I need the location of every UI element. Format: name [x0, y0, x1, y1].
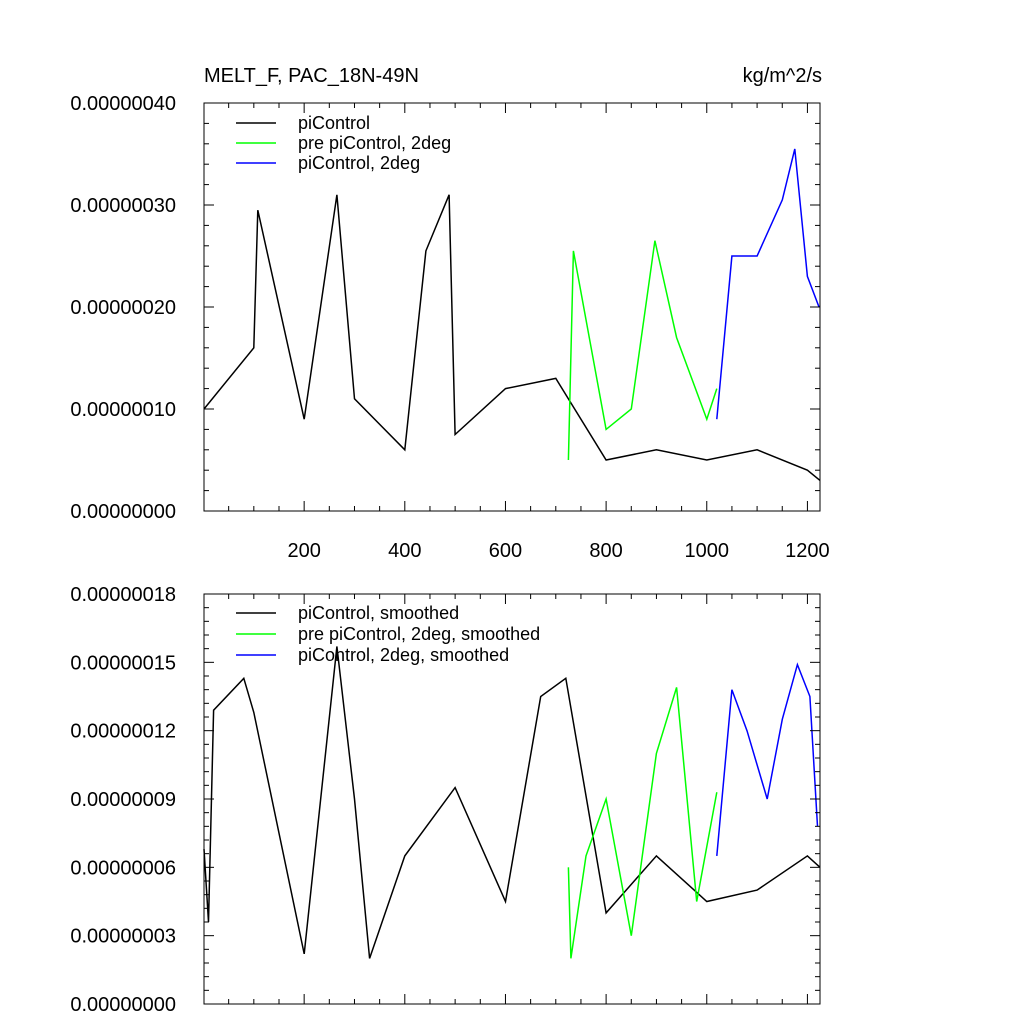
top-ticks-group: [204, 102, 820, 512]
bottom-legend-label: pre piControl, 2deg, smoothed: [298, 624, 540, 644]
top-plot-frame: [203, 102, 821, 512]
top-y-tick-label: 0.00000010: [70, 399, 176, 421]
top-panel: MELT_F, PAC_18N-49N kg/m^2/s 0.000000000…: [70, 65, 829, 562]
top-y-tick-label: 0.00000020: [70, 297, 176, 319]
top-series-line-1: [567, 240, 718, 461]
top-x-tick-label: 1200: [785, 540, 830, 562]
top-panel-units: kg/m^2/s: [743, 65, 822, 87]
top-series-line-0: [203, 194, 821, 481]
bottom-ticks-group: [204, 593, 820, 1005]
top-legend-label: piControl, 2deg: [298, 153, 420, 173]
top-series-group: [203, 148, 821, 481]
top-x-tick-label: 600: [489, 540, 522, 562]
bottom-y-tick-label: 0.00000018: [70, 584, 176, 606]
bottom-series-line-2: [716, 662, 819, 856]
bottom-series-group: [203, 646, 821, 959]
bottom-y-tick-label: 0.00000012: [70, 721, 176, 743]
bottom-legend-label: piControl, 2deg, smoothed: [298, 645, 509, 665]
top-y-tick-labels: 0.00000000 0.00000010 0.00000020 0.00000030…: [70, 93, 176, 523]
bottom-y-tick-label: 0.00000003: [70, 926, 176, 948]
top-legend-label: piControl: [298, 113, 370, 133]
top-y-tick-label: 0.00000040: [70, 93, 176, 115]
bottom-series-line-0: [203, 646, 821, 959]
top-x-tick-label: 800: [589, 540, 622, 562]
top-y-tick-label: 0.00000030: [70, 195, 176, 217]
top-x-tick-label: 200: [287, 540, 320, 562]
top-panel-title: MELT_F, PAC_18N-49N: [204, 65, 419, 87]
bottom-y-tick-label: 0.00000015: [70, 652, 176, 674]
bottom-y-tick-label: 0.00000009: [70, 789, 176, 811]
bottom-panel: 0.00000000 0.00000003 0.00000006 0.00000009…: [70, 584, 821, 1016]
bottom-legend-label: piControl, smoothed: [298, 603, 459, 623]
bottom-series-line-1: [567, 687, 718, 959]
top-x-tick-labels: 200 400 600 800 1000 1200: [287, 540, 829, 562]
top-x-tick-label: 1000: [685, 540, 730, 562]
top-series-line-2: [716, 148, 820, 420]
bottom-y-tick-label: 0.00000006: [70, 857, 176, 879]
bottom-plot-frame: [203, 593, 821, 1005]
top-legend-label: pre piControl, 2deg: [298, 133, 451, 153]
bottom-y-tick-label: 0.00000000: [70, 994, 176, 1016]
top-x-tick-label: 400: [388, 540, 421, 562]
bottom-y-tick-labels: 0.00000000 0.00000003 0.00000006 0.00000009…: [70, 584, 176, 1016]
top-y-tick-label: 0.00000000: [70, 501, 176, 523]
